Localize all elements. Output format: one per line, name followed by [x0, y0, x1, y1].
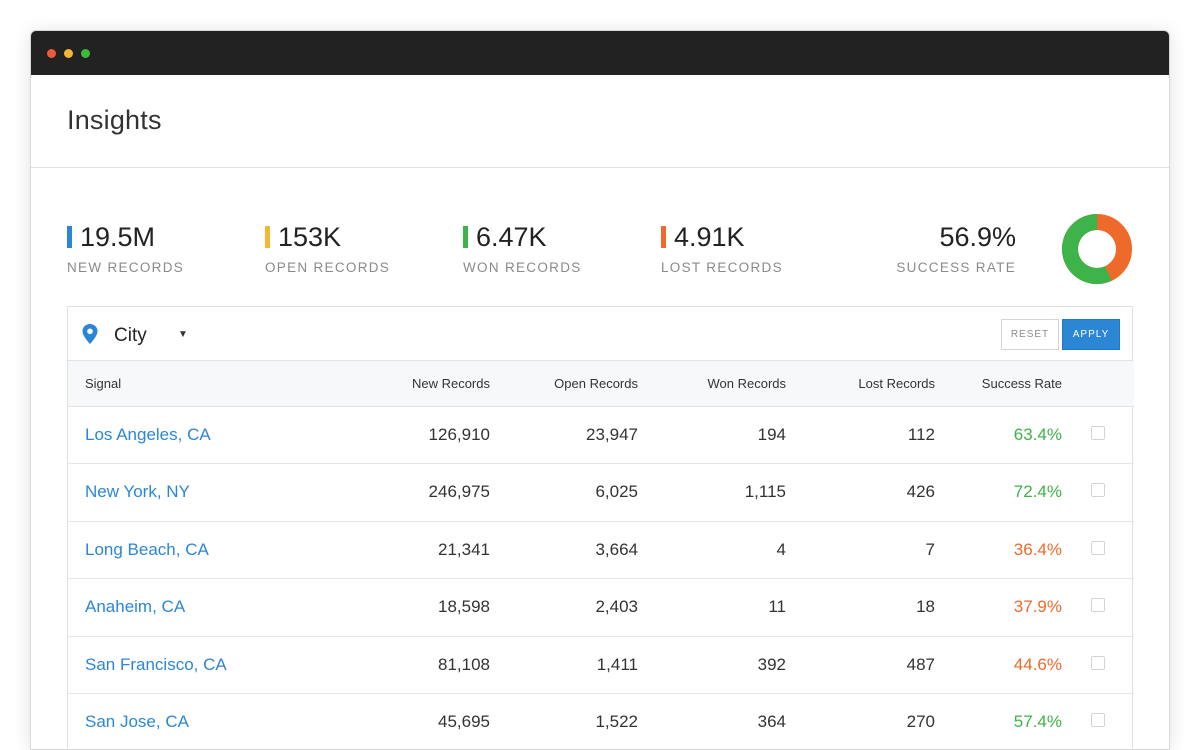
filter-dropdown-label[interactable]: City — [114, 325, 147, 347]
row-checkbox[interactable] — [1091, 541, 1105, 555]
stat-label: WON RECORDS — [463, 260, 582, 275]
success-rate-cell: 72.4% — [935, 464, 1062, 522]
lost-records-cell: 270 — [786, 694, 935, 750]
close-window-button[interactable] — [47, 49, 56, 58]
lost-records-cell: 7 — [786, 521, 935, 579]
window-titlebar — [31, 31, 1169, 75]
city-link[interactable]: Anaheim, CA — [68, 579, 323, 637]
city-link[interactable]: Los Angeles, CA — [68, 406, 323, 464]
stat-won-records: 6.47K WON RECORDS — [463, 220, 582, 275]
new-records-cell: 81,108 — [323, 636, 490, 694]
chevron-down-icon[interactable]: ▼ — [178, 329, 188, 340]
won-records-cell: 364 — [638, 694, 786, 750]
stat-label: LOST RECORDS — [661, 260, 783, 275]
stats-summary: 19.5M NEW RECORDS 153K OPEN RECORDS 6.47… — [31, 168, 1169, 306]
won-records-cell: 4 — [638, 521, 786, 579]
new-records-cell: 45,695 — [323, 694, 490, 750]
open-records-cell: 1,522 — [490, 694, 638, 750]
success-rate-donut-chart — [1061, 213, 1133, 285]
new-records-cell: 18,598 — [323, 579, 490, 637]
column-header-signal[interactable]: Signal — [68, 361, 323, 406]
row-select-cell — [1062, 694, 1134, 750]
row-select-cell — [1062, 579, 1134, 637]
stat-value: 56.9% — [939, 222, 1016, 253]
won-records-cell: 392 — [638, 636, 786, 694]
row-select-cell — [1062, 464, 1134, 522]
success-rate-cell: 57.4% — [935, 694, 1062, 750]
column-header-success-rate[interactable]: Success Rate — [935, 361, 1062, 406]
stat-success-rate: 56.9% SUCCESS RATE — [896, 220, 1016, 275]
open-records-cell: 3,664 — [490, 521, 638, 579]
reset-button[interactable]: RESET — [1001, 319, 1059, 350]
stat-lost-records: 4.91K LOST RECORDS — [661, 220, 783, 275]
won-records-cell: 1,115 — [638, 464, 786, 522]
success-rate-cell: 37.9% — [935, 579, 1062, 637]
page-header: Insights — [31, 75, 1169, 168]
minimize-window-button[interactable] — [64, 49, 73, 58]
success-rate-cell: 63.4% — [935, 406, 1062, 464]
city-link[interactable]: San Francisco, CA — [68, 636, 323, 694]
row-checkbox[interactable] — [1091, 426, 1105, 440]
lost-records-cell: 112 — [786, 406, 935, 464]
column-header-lost-records[interactable]: Lost Records — [786, 361, 935, 406]
column-header-select — [1062, 361, 1134, 406]
city-link[interactable]: New York, NY — [68, 464, 323, 522]
lost-records-cell: 426 — [786, 464, 935, 522]
row-select-cell — [1062, 406, 1134, 464]
open-records-cell: 1,411 — [490, 636, 638, 694]
row-checkbox[interactable] — [1091, 483, 1105, 497]
stat-open-records: 153K OPEN RECORDS — [265, 220, 390, 275]
success-rate-cell: 44.6% — [935, 636, 1062, 694]
stat-label: NEW RECORDS — [67, 260, 184, 275]
map-pin-icon — [82, 324, 98, 344]
stat-new-records: 19.5M NEW RECORDS — [67, 220, 184, 275]
lost-records-cell: 487 — [786, 636, 935, 694]
stat-value: 19.5M — [80, 222, 155, 253]
open-records-cell: 6,025 — [490, 464, 638, 522]
city-link[interactable]: San Jose, CA — [68, 694, 323, 750]
city-link[interactable]: Long Beach, CA — [68, 521, 323, 579]
open-records-cell: 2,403 — [490, 579, 638, 637]
open-records-cell: 23,947 — [490, 406, 638, 464]
stat-label: OPEN RECORDS — [265, 260, 390, 275]
stat-color-bar — [67, 226, 72, 248]
apply-button[interactable]: APPLY — [1062, 319, 1120, 350]
column-header-open-records[interactable]: Open Records — [490, 361, 638, 406]
new-records-cell: 126,910 — [323, 406, 490, 464]
won-records-cell: 11 — [638, 579, 786, 637]
stat-color-bar — [265, 226, 270, 248]
column-header-new-records[interactable]: New Records — [323, 361, 490, 406]
row-checkbox[interactable] — [1091, 656, 1105, 670]
won-records-cell: 194 — [638, 406, 786, 464]
table-header-row: Signal New Records Open Records Won Reco… — [68, 361, 1134, 406]
records-table: Signal New Records Open Records Won Reco… — [68, 361, 1134, 750]
stat-color-bar — [463, 226, 468, 248]
filter-bar: City ▼ RESET APPLY — [68, 307, 1132, 361]
maximize-window-button[interactable] — [81, 49, 90, 58]
row-select-cell — [1062, 521, 1134, 579]
row-select-cell — [1062, 636, 1134, 694]
new-records-cell: 21,341 — [323, 521, 490, 579]
stat-label: SUCCESS RATE — [896, 260, 1016, 275]
records-panel: City ▼ RESET APPLY Signal New Records Op… — [67, 306, 1133, 750]
stat-color-bar — [661, 226, 666, 248]
page-title: Insights — [67, 105, 162, 136]
row-checkbox[interactable] — [1091, 713, 1105, 727]
lost-records-cell: 18 — [786, 579, 935, 637]
success-rate-cell: 36.4% — [935, 521, 1062, 579]
new-records-cell: 246,975 — [323, 464, 490, 522]
stat-value: 153K — [278, 222, 341, 253]
app-window: Insights 19.5M NEW RECORDS 153K OPEN REC… — [30, 30, 1170, 750]
column-header-won-records[interactable]: Won Records — [638, 361, 786, 406]
stat-value: 6.47K — [476, 222, 547, 253]
row-checkbox[interactable] — [1091, 598, 1105, 612]
stat-value: 4.91K — [674, 222, 745, 253]
